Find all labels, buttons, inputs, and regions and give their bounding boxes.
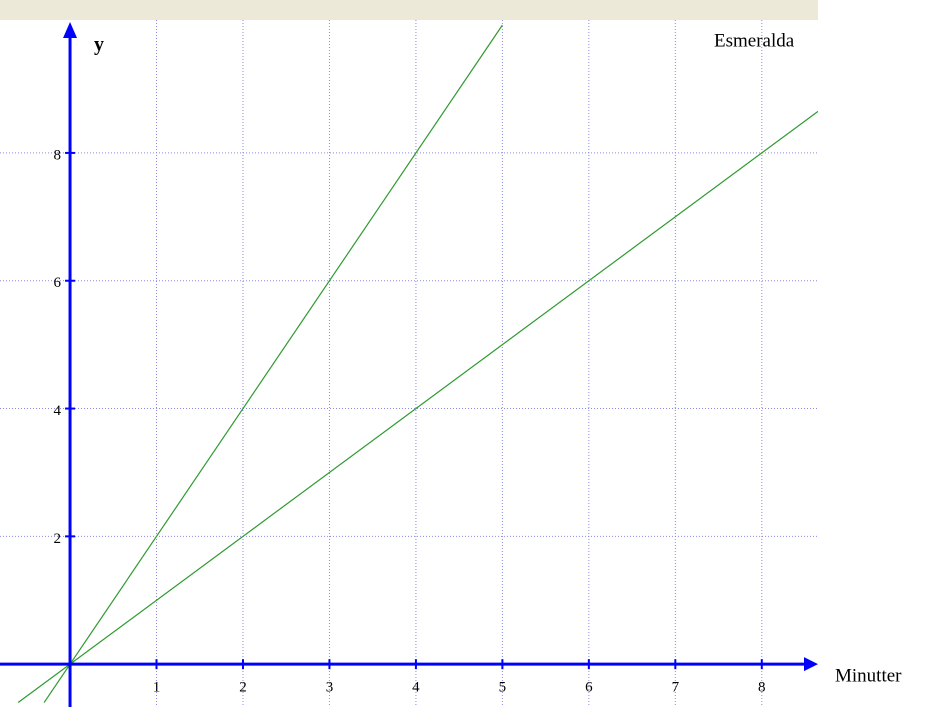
axes: 1 2 3 4 5 6 7 8 2 4 6 8 xyxy=(0,22,818,707)
y-axis-label: y xyxy=(94,34,104,56)
x-tick-label: 2 xyxy=(239,680,247,696)
y-axis-arrow xyxy=(63,22,78,38)
x-tick-label: 5 xyxy=(499,680,507,696)
x-tick-label: 1 xyxy=(153,680,161,696)
y-tick-label: 2 xyxy=(54,531,62,547)
data-line xyxy=(43,24,503,703)
y-tick-label: 8 xyxy=(54,147,62,163)
toolbar-strip xyxy=(0,0,818,20)
x-tick-label: 6 xyxy=(585,680,593,696)
y-tick-label: 6 xyxy=(54,275,62,291)
grid xyxy=(0,20,818,707)
x-tick-label: 7 xyxy=(672,680,680,696)
annotation: Esmeralda xyxy=(714,30,795,51)
x-tick-label: 8 xyxy=(758,680,766,696)
x-axis-arrow xyxy=(804,657,818,672)
plot-lines xyxy=(17,24,818,704)
x-tick-label: 4 xyxy=(412,680,420,696)
x-axis-label: Minutter xyxy=(835,665,902,686)
y-tick-label: 4 xyxy=(54,403,62,419)
data-line xyxy=(17,110,818,704)
x-tick-label: 3 xyxy=(326,680,334,696)
